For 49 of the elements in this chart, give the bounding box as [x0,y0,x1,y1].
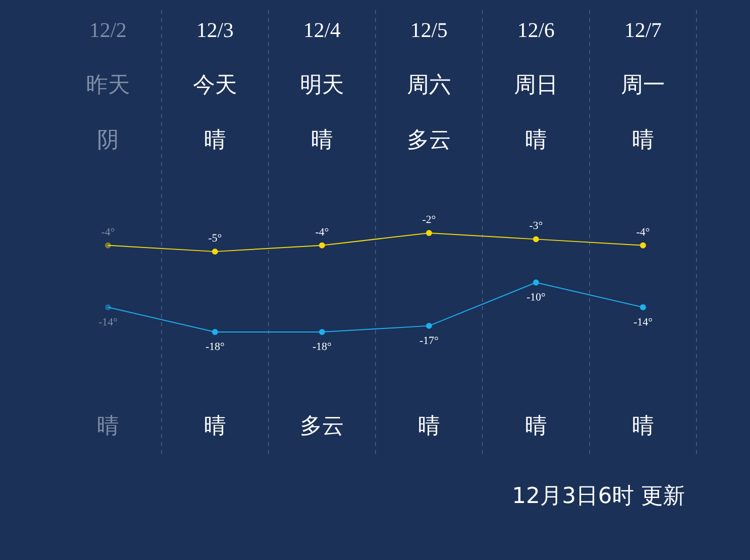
point [533,280,539,286]
x-tick-label: 12/5 [410,18,448,42]
point [105,242,111,248]
text: 晴 [525,414,547,439]
x-tick-label: 12/6 [517,18,555,42]
point [533,236,539,242]
data-label: -18° [312,341,332,353]
data-label: -4° [101,226,115,238]
text: 周六 [407,73,451,98]
data-label: -2° [422,214,436,226]
text: 多云 [300,414,344,439]
data-label: -14° [633,316,653,328]
text: 晴 [632,128,654,153]
data-label: -18° [205,341,225,353]
text: 晴 [204,414,226,439]
point [426,230,432,236]
point [319,242,325,248]
text: 周一 [621,73,665,98]
point [426,322,432,329]
point [212,329,218,335]
x-tick-label: 12/7 [624,18,662,42]
point [640,304,646,310]
data-label: -5° [208,232,222,245]
point [319,329,325,335]
text: 晴 [204,128,226,153]
data-label: -3° [529,220,543,232]
text: 晴 [418,414,440,439]
text: 晴 [632,414,654,439]
text: 阴 [97,128,119,153]
point [212,248,218,255]
text: 周日 [514,73,558,98]
text: 明天 [300,73,344,98]
data-label: -10° [526,292,546,304]
x-tick-label: 12/2 [89,18,127,42]
text: 多云 [407,128,451,153]
data-label: -14° [98,316,118,328]
data-label: -4° [636,226,650,238]
point [640,242,646,248]
text: 晴 [311,128,333,153]
x-tick-label: 12/3 [196,18,234,42]
text: 12月3日6时 更新 [512,484,685,509]
x-tick-label: 12/4 [303,18,342,42]
text: 晴 [97,414,119,439]
text: 晴 [525,128,547,153]
data-label: -4° [315,226,329,238]
data-label: -17° [419,334,439,347]
text: 昨天 [86,73,130,98]
text: 今天 [193,73,237,98]
point [105,304,111,310]
